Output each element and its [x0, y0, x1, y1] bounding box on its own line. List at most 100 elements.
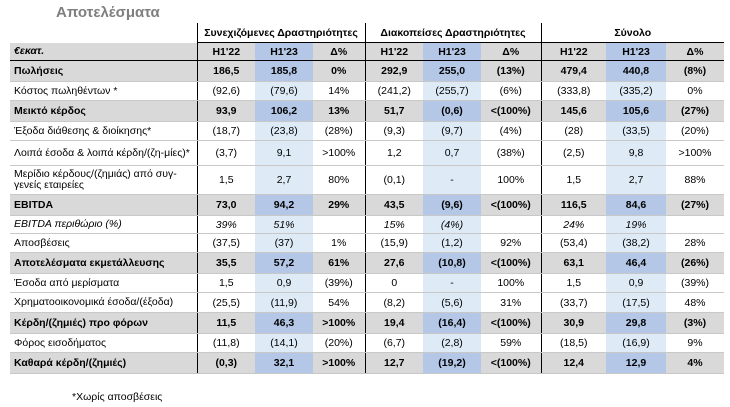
cell-value: 92% — [481, 233, 542, 253]
cell-value: 292,9 — [365, 60, 423, 82]
cell-value: 9,1 — [255, 140, 313, 166]
cell-value: 94,2 — [255, 194, 313, 216]
cell-value: <(100%) — [481, 312, 542, 334]
table-row: Φόρος εισοδήματος (11,8) (14,1) (20%) (6,7)(… — [10, 333, 724, 353]
table-row: Έξοδα διάθεσης & διοίκησης* (18,7) (23,8)(… — [10, 121, 724, 141]
row-label: Καθαρά κέρδη/(ζημιές) — [10, 352, 198, 374]
cell-value: 1,2 — [365, 140, 423, 166]
cell-value: (16,4) — [423, 312, 481, 334]
cell-value: (0,3) — [197, 352, 255, 374]
cell-value: >100% — [313, 312, 366, 334]
cell-value: (0,6) — [423, 100, 481, 122]
cell-value: 63,1 — [541, 252, 606, 274]
cell-value: 46,3 — [255, 312, 313, 334]
cell-value: <(100%) — [481, 352, 542, 374]
cell-value: 29,8 — [606, 312, 666, 334]
cell-value: (8%) — [666, 60, 724, 82]
cell-value: (9,3) — [365, 121, 423, 141]
cell-value: <(100%) — [481, 100, 542, 122]
cell-value: (26%) — [666, 252, 724, 274]
cell-value: 24% — [541, 215, 606, 234]
row-label: EBITDA — [10, 194, 198, 216]
cell-value: (3%) — [666, 312, 724, 334]
cell-value: 116,5 — [541, 194, 606, 216]
cell-value: 14% — [313, 81, 366, 101]
cell-value: >100% — [313, 140, 366, 166]
cell-value: 1,5 — [541, 165, 606, 195]
cell-value: 59% — [481, 333, 542, 353]
row-label: Πωλήσεις — [10, 60, 198, 82]
cell-value: 1,5 — [541, 273, 606, 293]
cell-value: 48% — [666, 292, 724, 313]
cell-value: (19,2) — [423, 352, 481, 374]
col-header: H1'22 — [197, 42, 255, 61]
cell-value: 39% — [197, 215, 255, 234]
cell-value: (1,2) — [423, 233, 481, 253]
cell-value: 0,7 — [423, 140, 481, 166]
cell-value: >100% — [666, 140, 724, 166]
cell-value: (27%) — [666, 194, 724, 216]
col-header: Δ% — [481, 42, 542, 61]
footnote: *Χωρίς αποσβέσεις — [72, 391, 163, 403]
cell-value: (28%) — [313, 121, 366, 141]
cell-value: 100% — [481, 165, 542, 195]
cell-value: 57,2 — [255, 252, 313, 274]
row-label: Κόστος πωληθέντων * — [10, 81, 198, 101]
table-row: Χρηματοοικονομικά έσοδα/(έξοδα) (25,5) (11… — [10, 292, 724, 313]
col-header: H1'22 — [365, 42, 423, 61]
cell-value: (4%) — [423, 215, 481, 234]
cell-value: (37,5) — [197, 233, 255, 253]
cell-value: 12,4 — [541, 352, 606, 374]
cell-value: 11,5 — [197, 312, 255, 334]
cell-value: (27%) — [666, 100, 724, 122]
col-header: H1'23 — [423, 42, 481, 61]
cell-value: 1,5 — [197, 165, 255, 195]
cell-value: 61% — [313, 252, 366, 274]
row-label: Μεικτό κέρδος — [10, 100, 198, 122]
group-continuing: Συνεχιζόμενες Δραστηριότητες — [197, 23, 366, 43]
cell-value: 32,1 — [255, 352, 313, 374]
table-row: Μεικτό κέρδος 93,9 106,2 13% 51,7 (0,6) <(100%… — [10, 100, 724, 122]
cell-value: 19% — [606, 215, 666, 234]
cell-value: 2,7 — [255, 165, 313, 195]
cell-value: 31% — [481, 292, 542, 313]
cell-value: (10,8) — [423, 252, 481, 274]
cell-value: <(100%) — [481, 252, 542, 274]
cell-value: 185,8 — [255, 60, 313, 82]
cell-value: 255,0 — [423, 60, 481, 82]
col-header: Δ% — [666, 42, 724, 61]
cell-value: 73,0 — [197, 194, 255, 216]
cell-value: 15% — [365, 215, 423, 234]
cell-value: (37) — [255, 233, 313, 253]
cell-value: 0 — [365, 273, 423, 293]
cell-value: 12,9 — [606, 352, 666, 374]
cell-value: 186,5 — [197, 60, 255, 82]
cell-value: 0,9 — [255, 273, 313, 293]
cell-value: 46,4 — [606, 252, 666, 274]
cell-value: (38,2) — [606, 233, 666, 253]
cell-value: (2,8) — [423, 333, 481, 353]
cell-value: 43,5 — [365, 194, 423, 216]
results-table: Συνεχιζόμενες Δραστηριότητες Διακοπείσες… — [10, 23, 724, 374]
cell-value: (14,1) — [255, 333, 313, 353]
cell-value: 54% — [313, 292, 366, 313]
cell-value: 0,9 — [606, 273, 666, 293]
cell-value: (79,6) — [255, 81, 313, 101]
row-label: Έξοδα διάθεσης & διοίκησης* — [10, 121, 198, 141]
cell-value: 80% — [313, 165, 366, 195]
page-title: Αποτελέσματα — [56, 4, 160, 21]
cell-value: 145,6 — [541, 100, 606, 122]
cell-value — [666, 215, 724, 234]
cell-value: 12,7 — [365, 352, 423, 374]
cell-value: 29% — [313, 194, 366, 216]
cell-value: 105,6 — [606, 100, 666, 122]
col-header: H1'23 — [255, 42, 313, 61]
cell-value: 35,5 — [197, 252, 255, 274]
cell-value: (20%) — [666, 121, 724, 141]
cell-value: (16,9) — [606, 333, 666, 353]
cell-value: 1,5 — [197, 273, 255, 293]
cell-value: 13% — [313, 100, 366, 122]
row-label: Μερίδιο κέρδους/(ζημιάς) από συγ-γενείς … — [10, 165, 198, 195]
col-header: Δ% — [313, 42, 366, 61]
col-header: H1'22 — [541, 42, 606, 61]
